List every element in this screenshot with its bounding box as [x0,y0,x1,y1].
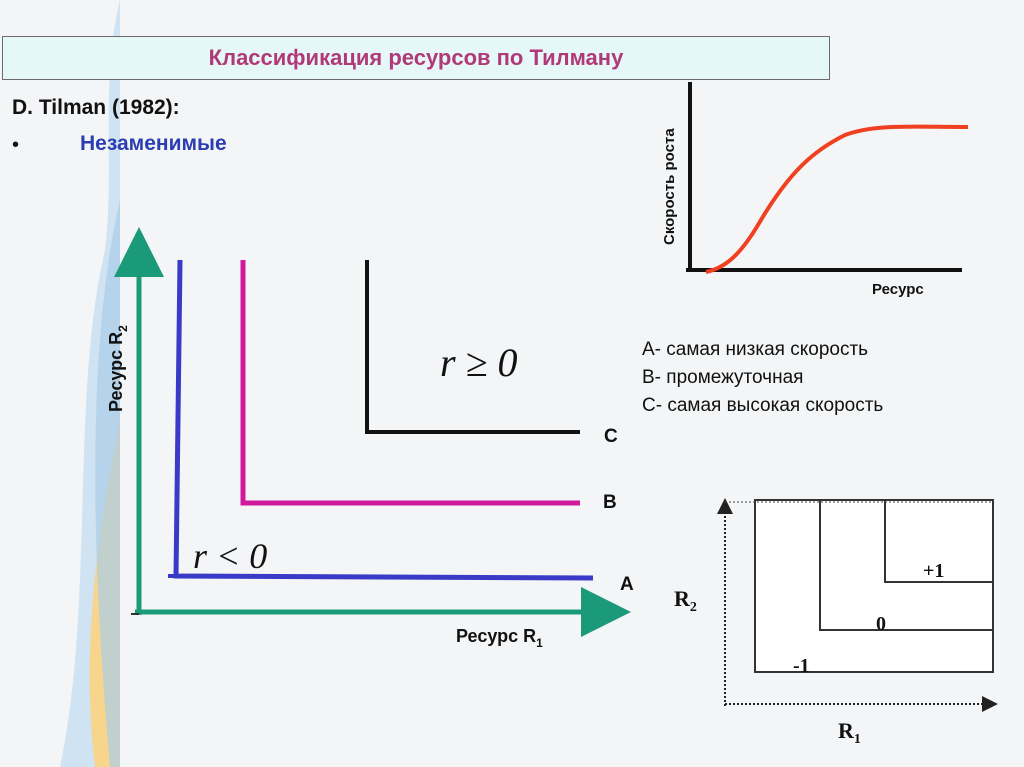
curve-a [173,259,594,581]
legend-item-b: В- промежуточная [642,367,804,388]
svg-text:Ресурс R2: Ресурс R2 [106,325,130,412]
main-y-axis-sub: 2 [116,325,130,332]
zone-plus-one: +1 [923,560,944,582]
curve-c-label: C [604,426,618,447]
zone-minus-one: -1 [793,655,810,677]
author-citation: D. Tilman (1982): [12,96,180,119]
legend-item-c: С- самая высокая скорость [642,395,884,416]
background-swirl [60,0,120,767]
zone-x-axis-label: R [838,718,855,743]
growth-chart: Скорость роста Ресурс [661,82,969,298]
curve-b-label: B [603,492,617,513]
zone-y-axis-label: R [674,586,691,611]
zone-x-axis-label-group: R1 [838,718,861,747]
growth-y-axis-label: Скорость роста [661,128,678,245]
slide-title: Классификация ресурсов по Тилману [208,45,624,70]
main-y-axis-label-group: Ресурс R2 [106,325,130,412]
zone-y-axis-label-group: R2 [674,586,697,615]
legend-item-a: А- самая низкая скорость [642,339,869,360]
legend-block: А- самая низкая скорость В- промежуточна… [642,336,883,420]
subtitle-irreplaceable: Незаменимые [80,132,227,155]
zone-y-axis-sub: 2 [690,600,697,615]
zone-x-axis-sub: 1 [854,732,861,747]
zone-boundary-2 [884,500,993,583]
zone-zero: 0 [876,613,886,635]
bullet-marker: • [12,134,20,156]
main-x-axis-label: Ресурс R [456,626,536,646]
main-x-axis-sub: 1 [536,636,543,650]
zone-boundary-1 [819,500,993,631]
r-geq-zero-label: r ≥ 0 [440,340,518,385]
title-box: Классификация ресурсов по Тилману [2,36,830,80]
curve-a-label: A [620,574,634,595]
growth-curve [705,124,969,274]
zone-frame [754,499,994,673]
zone-diagram: +1 0 -1 R2 R1 [674,498,998,747]
curve-b [240,260,580,506]
growth-x-axis-label: Ресурс [872,281,924,298]
curve-c [365,260,580,434]
r-less-than-zero-label: r < 0 [193,536,267,576]
main-y-axis-label: Ресурс R [106,332,126,412]
main-diagram: A B C r < 0 r ≥ 0 Ресурс R2 Ресурс R1 [106,227,634,650]
main-x-axis-label-group: Ресурс R1 [456,626,543,650]
